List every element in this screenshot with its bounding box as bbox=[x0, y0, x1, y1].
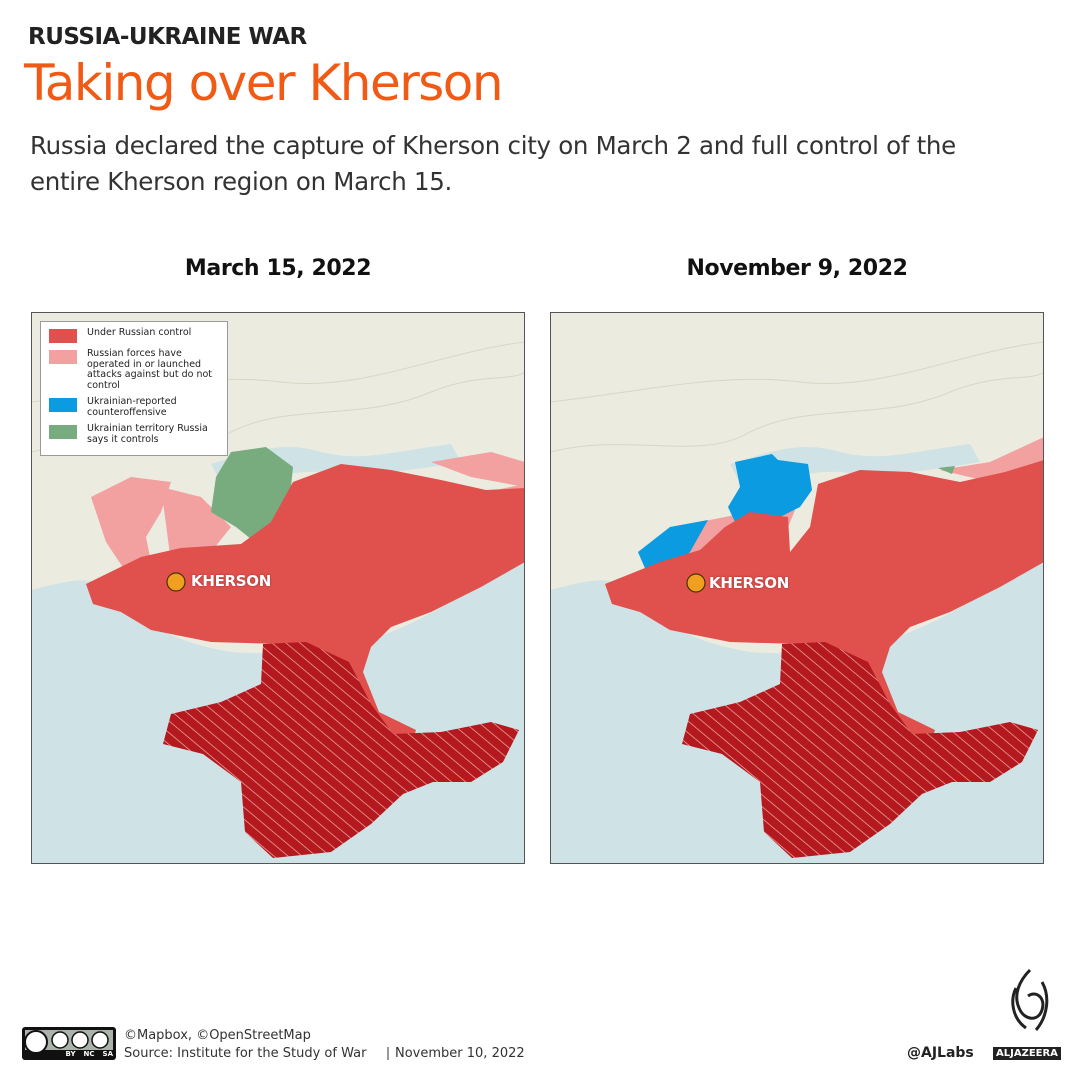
legend-label: Russian forces have operated in or launc… bbox=[87, 348, 213, 391]
source: Source: Institute for the Study of War bbox=[124, 1046, 367, 1061]
license-badge: NC bbox=[83, 1050, 95, 1058]
brand: ALJAZEERA bbox=[993, 1047, 1061, 1060]
city-label: KHERSON bbox=[709, 574, 789, 592]
legend-item: Russian forces have operated in or launc… bbox=[49, 348, 219, 391]
legend-label: Ukrainian territory Russia says it contr… bbox=[87, 423, 208, 445]
cc-badge bbox=[22, 1027, 116, 1060]
logo-mark bbox=[1011, 968, 1049, 1031]
legend-item: Under Russian control bbox=[49, 327, 219, 343]
legend-label: Under Russian control bbox=[87, 327, 192, 338]
legend-swatch bbox=[49, 425, 77, 439]
license-badges: BY NC SA bbox=[25, 1050, 114, 1058]
legend-swatch bbox=[49, 398, 77, 412]
legend: Under Russian control Russian forces hav… bbox=[40, 321, 228, 456]
kicker: RUSSIA-UKRAINE WAR bbox=[28, 24, 307, 50]
legend-item: Ukrainian territory Russia says it contr… bbox=[49, 423, 219, 445]
title: Taking over Kherson bbox=[24, 54, 504, 112]
map-date: November 9, 2022 bbox=[686, 256, 908, 281]
map-november bbox=[550, 312, 1044, 864]
legend-swatch bbox=[49, 329, 77, 343]
map-date: March 15, 2022 bbox=[184, 256, 372, 281]
legend-swatch bbox=[49, 350, 77, 364]
city-label: KHERSON bbox=[191, 572, 271, 590]
license-badge: BY bbox=[65, 1050, 76, 1058]
legend-item: Ukrainian-reported counteroffensive bbox=[49, 396, 219, 418]
subtitle: Russia declared the capture of Kherson c… bbox=[30, 131, 956, 196]
legend-label: Ukrainian-reported counteroffensive bbox=[87, 396, 177, 418]
handle: @AJLabs bbox=[907, 1045, 974, 1061]
credits: ©Mapbox, ©OpenStreetMap bbox=[124, 1028, 311, 1043]
source-date: November 10, 2022 bbox=[395, 1046, 525, 1061]
license-badge: SA bbox=[102, 1050, 113, 1058]
